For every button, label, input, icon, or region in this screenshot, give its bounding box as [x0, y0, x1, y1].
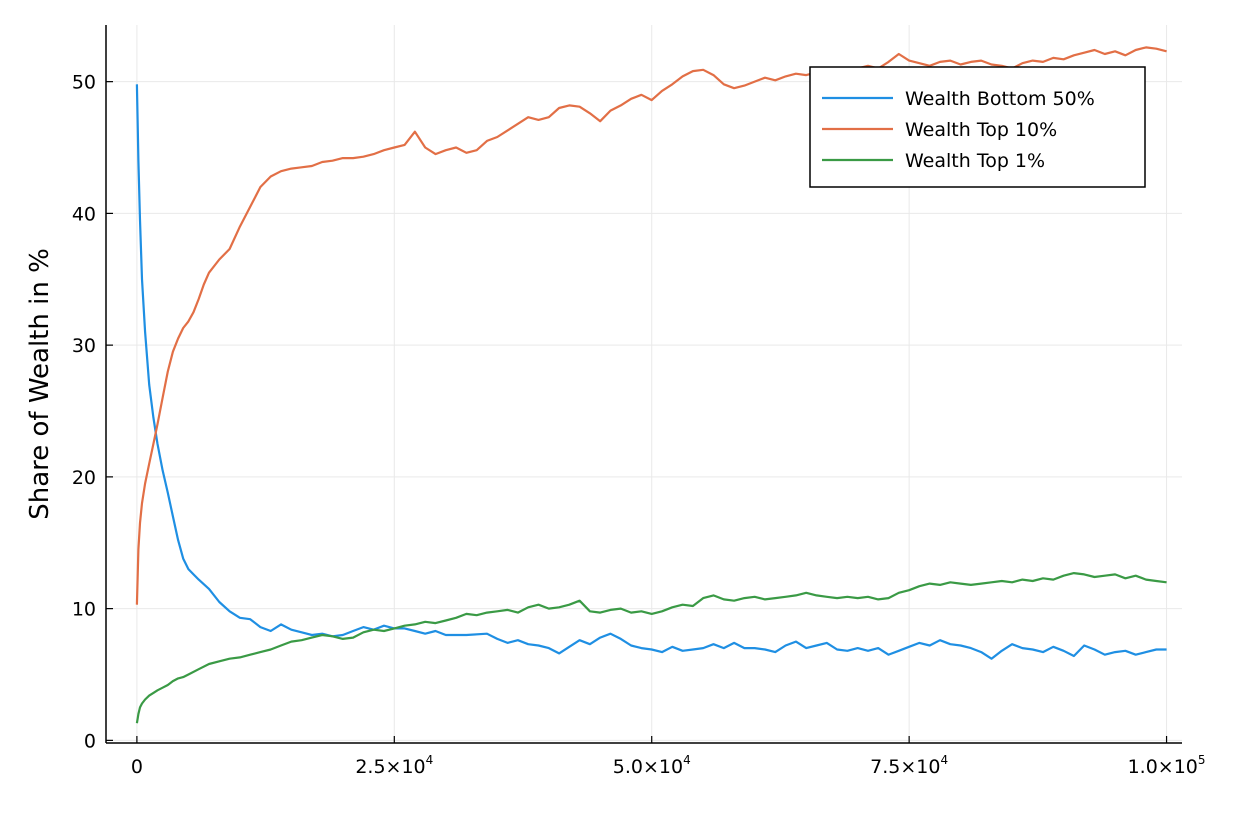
- legend-label-0: Wealth Bottom 50%: [905, 88, 1095, 110]
- legend: Wealth Bottom 50% Wealth Top 10% Wealth To…: [809, 66, 1146, 188]
- legend-label-2: Wealth Top 1%: [905, 150, 1045, 172]
- x-tick-label: 0: [131, 756, 143, 778]
- y-tick-label: 0: [84, 730, 96, 752]
- y-tick-label: 30: [72, 335, 96, 357]
- legend-box: [809, 66, 1146, 188]
- x-tick-exponent: 4: [940, 753, 948, 767]
- x-tick-base: 2.5×10: [355, 756, 425, 778]
- x-tick-exponent: 4: [683, 753, 691, 767]
- x-tick-base: 5.0×10: [613, 756, 683, 778]
- y-tick-label: 40: [72, 203, 96, 225]
- x-tick-base: 0: [131, 756, 143, 778]
- y-tick-label: 10: [72, 599, 96, 621]
- grid-lines: [106, 25, 1182, 743]
- x-tick-label: 2.5×104: [355, 753, 433, 778]
- y-tick-label: 20: [72, 467, 96, 489]
- x-tick-exponent: 4: [426, 753, 434, 767]
- x-tick-label: 7.5×104: [870, 753, 948, 778]
- x-tick-label: 5.0×104: [613, 753, 691, 778]
- x-tick-label: 1.0×105: [1128, 753, 1206, 778]
- x-tick-exponent: 5: [1198, 753, 1206, 767]
- axes: [105, 25, 1182, 744]
- y-tick-label: 50: [72, 72, 96, 94]
- series-line-2: [135, 572, 1167, 724]
- series-layer: [135, 46, 1167, 724]
- x-tick-base: 1.0×10: [1128, 756, 1198, 778]
- legend-label-1: Wealth Top 10%: [905, 119, 1057, 141]
- y-axis-label: Share of Wealth in %: [25, 248, 55, 520]
- x-tick-base: 7.5×10: [870, 756, 940, 778]
- series-line-1: [135, 46, 1167, 605]
- series-line-0: [135, 84, 1167, 660]
